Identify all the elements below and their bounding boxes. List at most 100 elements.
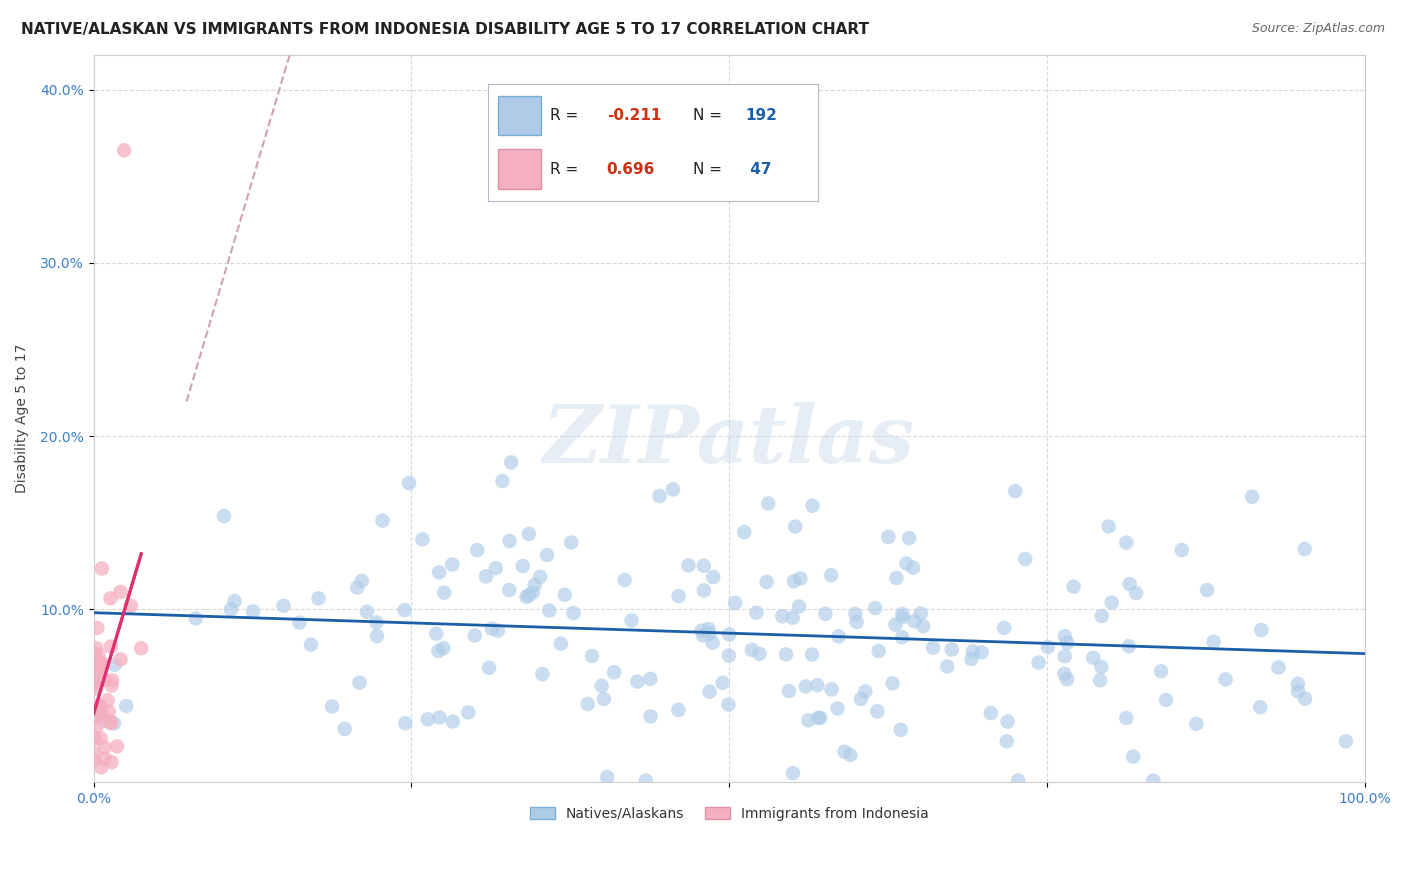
Point xyxy=(110,584,132,599)
Point xyxy=(1063,580,1085,594)
Point xyxy=(481,622,503,636)
Point xyxy=(110,652,132,666)
Point xyxy=(531,667,554,681)
Point xyxy=(129,641,152,656)
Point xyxy=(884,617,907,632)
Point xyxy=(350,574,373,588)
Point xyxy=(962,644,984,658)
Point xyxy=(87,698,110,713)
Point xyxy=(321,699,343,714)
Point xyxy=(797,714,820,728)
Point xyxy=(775,648,797,662)
Point xyxy=(770,609,793,624)
Point xyxy=(464,628,486,642)
Point xyxy=(349,675,371,690)
Point xyxy=(910,607,932,621)
Point xyxy=(1028,656,1050,670)
Point xyxy=(1118,577,1140,591)
Point xyxy=(84,641,107,656)
Point xyxy=(100,591,122,606)
Point xyxy=(89,703,111,717)
Point xyxy=(394,716,416,731)
Point xyxy=(863,601,886,615)
Point xyxy=(748,647,770,661)
Point xyxy=(1091,609,1114,624)
Text: NATIVE/ALASKAN VS IMMIGRANTS FROM INDONESIA DISABILITY AGE 5 TO 17 CORRELATION C: NATIVE/ALASKAN VS IMMIGRANTS FROM INDONE… xyxy=(21,22,869,37)
Point xyxy=(86,720,108,734)
Point xyxy=(640,672,662,686)
Point xyxy=(517,527,540,541)
Point xyxy=(901,560,924,574)
Point xyxy=(801,499,824,513)
Text: Source: ZipAtlas.com: Source: ZipAtlas.com xyxy=(1251,22,1385,36)
Point xyxy=(941,642,963,657)
Point xyxy=(100,640,122,654)
Point xyxy=(891,607,914,621)
Legend: Natives/Alaskans, Immigrants from Indonesia: Natives/Alaskans, Immigrants from Indone… xyxy=(524,801,935,826)
Point xyxy=(724,596,747,610)
Point xyxy=(912,619,935,633)
Point xyxy=(648,489,671,503)
Point xyxy=(699,684,721,698)
Point xyxy=(512,559,534,574)
Point xyxy=(112,144,135,158)
Point xyxy=(411,533,433,547)
Point xyxy=(1036,640,1059,654)
Point xyxy=(90,656,112,670)
Point xyxy=(84,711,107,725)
Point xyxy=(523,578,546,592)
Point xyxy=(457,706,479,720)
Point xyxy=(1115,535,1137,549)
Point xyxy=(789,572,811,586)
Point xyxy=(93,740,115,755)
Point xyxy=(839,747,862,762)
Point xyxy=(212,509,235,524)
Point xyxy=(666,703,689,717)
Point xyxy=(398,476,420,491)
Point xyxy=(1053,666,1076,681)
Point xyxy=(898,531,921,545)
Point xyxy=(634,773,657,788)
Point xyxy=(697,622,720,636)
Point xyxy=(1334,734,1357,748)
Point xyxy=(845,615,868,629)
Point xyxy=(93,673,115,687)
Point xyxy=(808,711,831,725)
Point xyxy=(866,704,889,718)
Point xyxy=(807,711,830,725)
Point xyxy=(827,701,849,715)
Point xyxy=(288,615,311,630)
Point xyxy=(371,514,394,528)
Point xyxy=(783,574,806,589)
Point xyxy=(1053,629,1076,643)
Point xyxy=(1014,552,1036,566)
Point xyxy=(1286,677,1309,691)
Point xyxy=(1202,634,1225,648)
Point xyxy=(83,668,105,682)
Point xyxy=(717,698,740,712)
Point xyxy=(83,708,105,723)
Point xyxy=(83,732,105,747)
Point xyxy=(693,583,716,598)
Point xyxy=(308,591,330,606)
Point xyxy=(433,585,456,599)
Point xyxy=(427,566,450,580)
Point xyxy=(891,630,914,644)
Point xyxy=(90,658,112,673)
Point xyxy=(219,602,242,616)
Point xyxy=(794,680,817,694)
Point xyxy=(806,678,828,692)
Point xyxy=(903,614,925,628)
Point xyxy=(465,543,488,558)
Point xyxy=(576,697,599,711)
Point xyxy=(613,573,636,587)
Point xyxy=(755,574,778,589)
Point xyxy=(1286,684,1309,698)
Point xyxy=(86,621,108,635)
Point xyxy=(896,557,918,571)
Point xyxy=(100,755,122,769)
Point xyxy=(592,692,614,706)
Point xyxy=(718,627,741,641)
Point xyxy=(429,710,451,724)
Point xyxy=(995,734,1018,748)
